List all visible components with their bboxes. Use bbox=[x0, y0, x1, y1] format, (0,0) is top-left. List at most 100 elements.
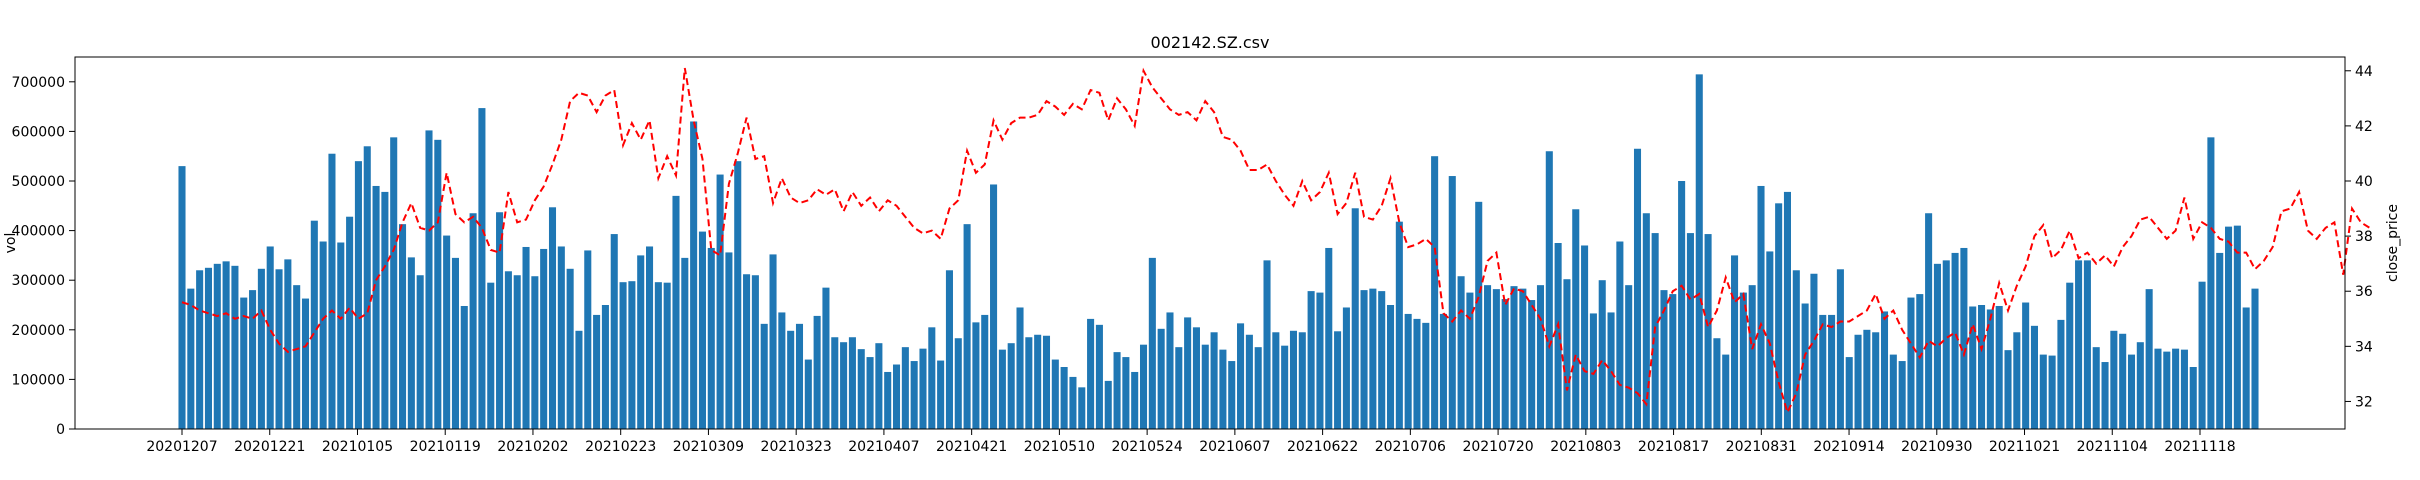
volume-bar bbox=[1836, 269, 1844, 429]
volume-bar bbox=[681, 257, 689, 429]
volume-bar bbox=[1448, 176, 1456, 429]
x-tick-label: 20210706 bbox=[1375, 439, 1446, 455]
volume-bar bbox=[1933, 263, 1941, 429]
volume-bar bbox=[1237, 323, 1245, 429]
volume-bar bbox=[1581, 245, 1589, 429]
volume-bar bbox=[1863, 329, 1871, 429]
volume-bar bbox=[690, 121, 698, 429]
volume-bar bbox=[2039, 354, 2047, 429]
volume-bar bbox=[531, 276, 539, 429]
left-y-tick-label: 600000 bbox=[12, 124, 65, 140]
volume-bar bbox=[566, 268, 574, 429]
volume-bar bbox=[1545, 151, 1553, 430]
volume-bar bbox=[848, 337, 856, 429]
volume-bar bbox=[919, 348, 927, 429]
volume-bar bbox=[1095, 324, 1103, 429]
volume-bar bbox=[1404, 313, 1412, 429]
volume-bar bbox=[663, 282, 671, 429]
volume-bar bbox=[1854, 334, 1862, 429]
volume-bar bbox=[1281, 345, 1289, 429]
volume-bar bbox=[1669, 294, 1677, 429]
x-axis: 20201207 20201221 20210105 20210119 20210202… bbox=[146, 429, 2236, 455]
volume-bar bbox=[487, 282, 495, 429]
volume-bar bbox=[1678, 181, 1686, 429]
volume-bar bbox=[866, 357, 874, 429]
volume-bar bbox=[2233, 225, 2241, 429]
volume-bar bbox=[434, 139, 442, 429]
volume-bar bbox=[1695, 74, 1703, 430]
left-y-tick-label: 300000 bbox=[12, 273, 65, 289]
x-tick-label: 20211104 bbox=[2077, 439, 2148, 455]
x-tick-label: 20201221 bbox=[234, 439, 305, 455]
volume-bar bbox=[460, 305, 468, 429]
volume-bar bbox=[1916, 294, 1924, 429]
right-y-axis: 32 34 36 38 40 42 44 bbox=[2345, 64, 2373, 410]
volume-bar bbox=[2242, 307, 2250, 429]
volume-bar bbox=[1422, 322, 1430, 429]
right-y-tick-label: 40 bbox=[2355, 174, 2373, 190]
volume-bar bbox=[328, 153, 336, 429]
volume-bar bbox=[1713, 338, 1721, 429]
volume-bar bbox=[1457, 276, 1465, 429]
volume-bar bbox=[1722, 354, 1730, 429]
volume-bar bbox=[399, 224, 407, 429]
volume-bar bbox=[1598, 280, 1606, 429]
volume-bar bbox=[884, 371, 892, 429]
volume-bar bbox=[1104, 380, 1112, 429]
volume-bar bbox=[1245, 334, 1253, 429]
volume-bar bbox=[1378, 291, 1386, 429]
volume-bar bbox=[698, 231, 706, 429]
volume-bar bbox=[1087, 318, 1095, 429]
volume-bar bbox=[1607, 312, 1615, 429]
volume-bar bbox=[2083, 260, 2091, 429]
volume-bar bbox=[1845, 357, 1853, 429]
volume-bar bbox=[990, 184, 998, 429]
volume-bar bbox=[1263, 260, 1271, 429]
volume-bar bbox=[1925, 213, 1933, 429]
volume-bar bbox=[557, 246, 565, 429]
volume-bar bbox=[187, 288, 195, 429]
volume-bar bbox=[1739, 292, 1747, 429]
volume-bar bbox=[2013, 332, 2021, 429]
volume-bar bbox=[451, 257, 459, 429]
volume-bar bbox=[725, 252, 733, 429]
volume-bar bbox=[1395, 221, 1403, 429]
x-tick-label: 20210607 bbox=[1199, 439, 1270, 455]
volume-bar bbox=[416, 275, 424, 429]
left-y-axis-label: vol bbox=[3, 233, 19, 254]
volume-bar bbox=[1801, 303, 1809, 429]
volume-bar bbox=[840, 342, 848, 429]
volume-bar bbox=[1175, 347, 1183, 429]
volume-bar bbox=[1060, 367, 1068, 429]
volume-bar bbox=[2251, 288, 2259, 429]
volume-bar bbox=[892, 364, 901, 429]
volume-bar bbox=[1122, 357, 1130, 429]
volume-bar bbox=[1325, 247, 1333, 429]
volume-bar bbox=[1819, 314, 1827, 429]
right-y-tick-label: 44 bbox=[2355, 64, 2373, 80]
x-tick-label: 20210309 bbox=[673, 439, 744, 455]
x-tick-label: 20211118 bbox=[2164, 439, 2235, 455]
volume-bar bbox=[1166, 312, 1174, 429]
volume-bar bbox=[443, 235, 451, 429]
volume-bar bbox=[954, 338, 962, 429]
volume-bar bbox=[804, 359, 812, 429]
volume-bar bbox=[1783, 191, 1791, 429]
volume-bar bbox=[2066, 282, 2074, 429]
right-y-tick-label: 36 bbox=[2355, 284, 2373, 300]
volume-bar bbox=[1828, 314, 1836, 429]
volume-bar bbox=[937, 360, 945, 429]
volume-bar bbox=[1528, 300, 1536, 429]
volume-bar bbox=[1307, 291, 1315, 429]
volume-bar bbox=[998, 349, 1006, 429]
volume-bar bbox=[628, 281, 636, 429]
x-tick-label: 20210407 bbox=[848, 439, 919, 455]
volume-bar bbox=[1316, 292, 1324, 429]
volume-bar bbox=[249, 290, 257, 429]
volume-bar bbox=[1951, 252, 1959, 429]
volume-bar bbox=[593, 314, 601, 429]
volume-bar bbox=[1995, 305, 2003, 429]
volume-bar bbox=[1872, 332, 1880, 429]
volume-bar bbox=[1051, 359, 1059, 429]
